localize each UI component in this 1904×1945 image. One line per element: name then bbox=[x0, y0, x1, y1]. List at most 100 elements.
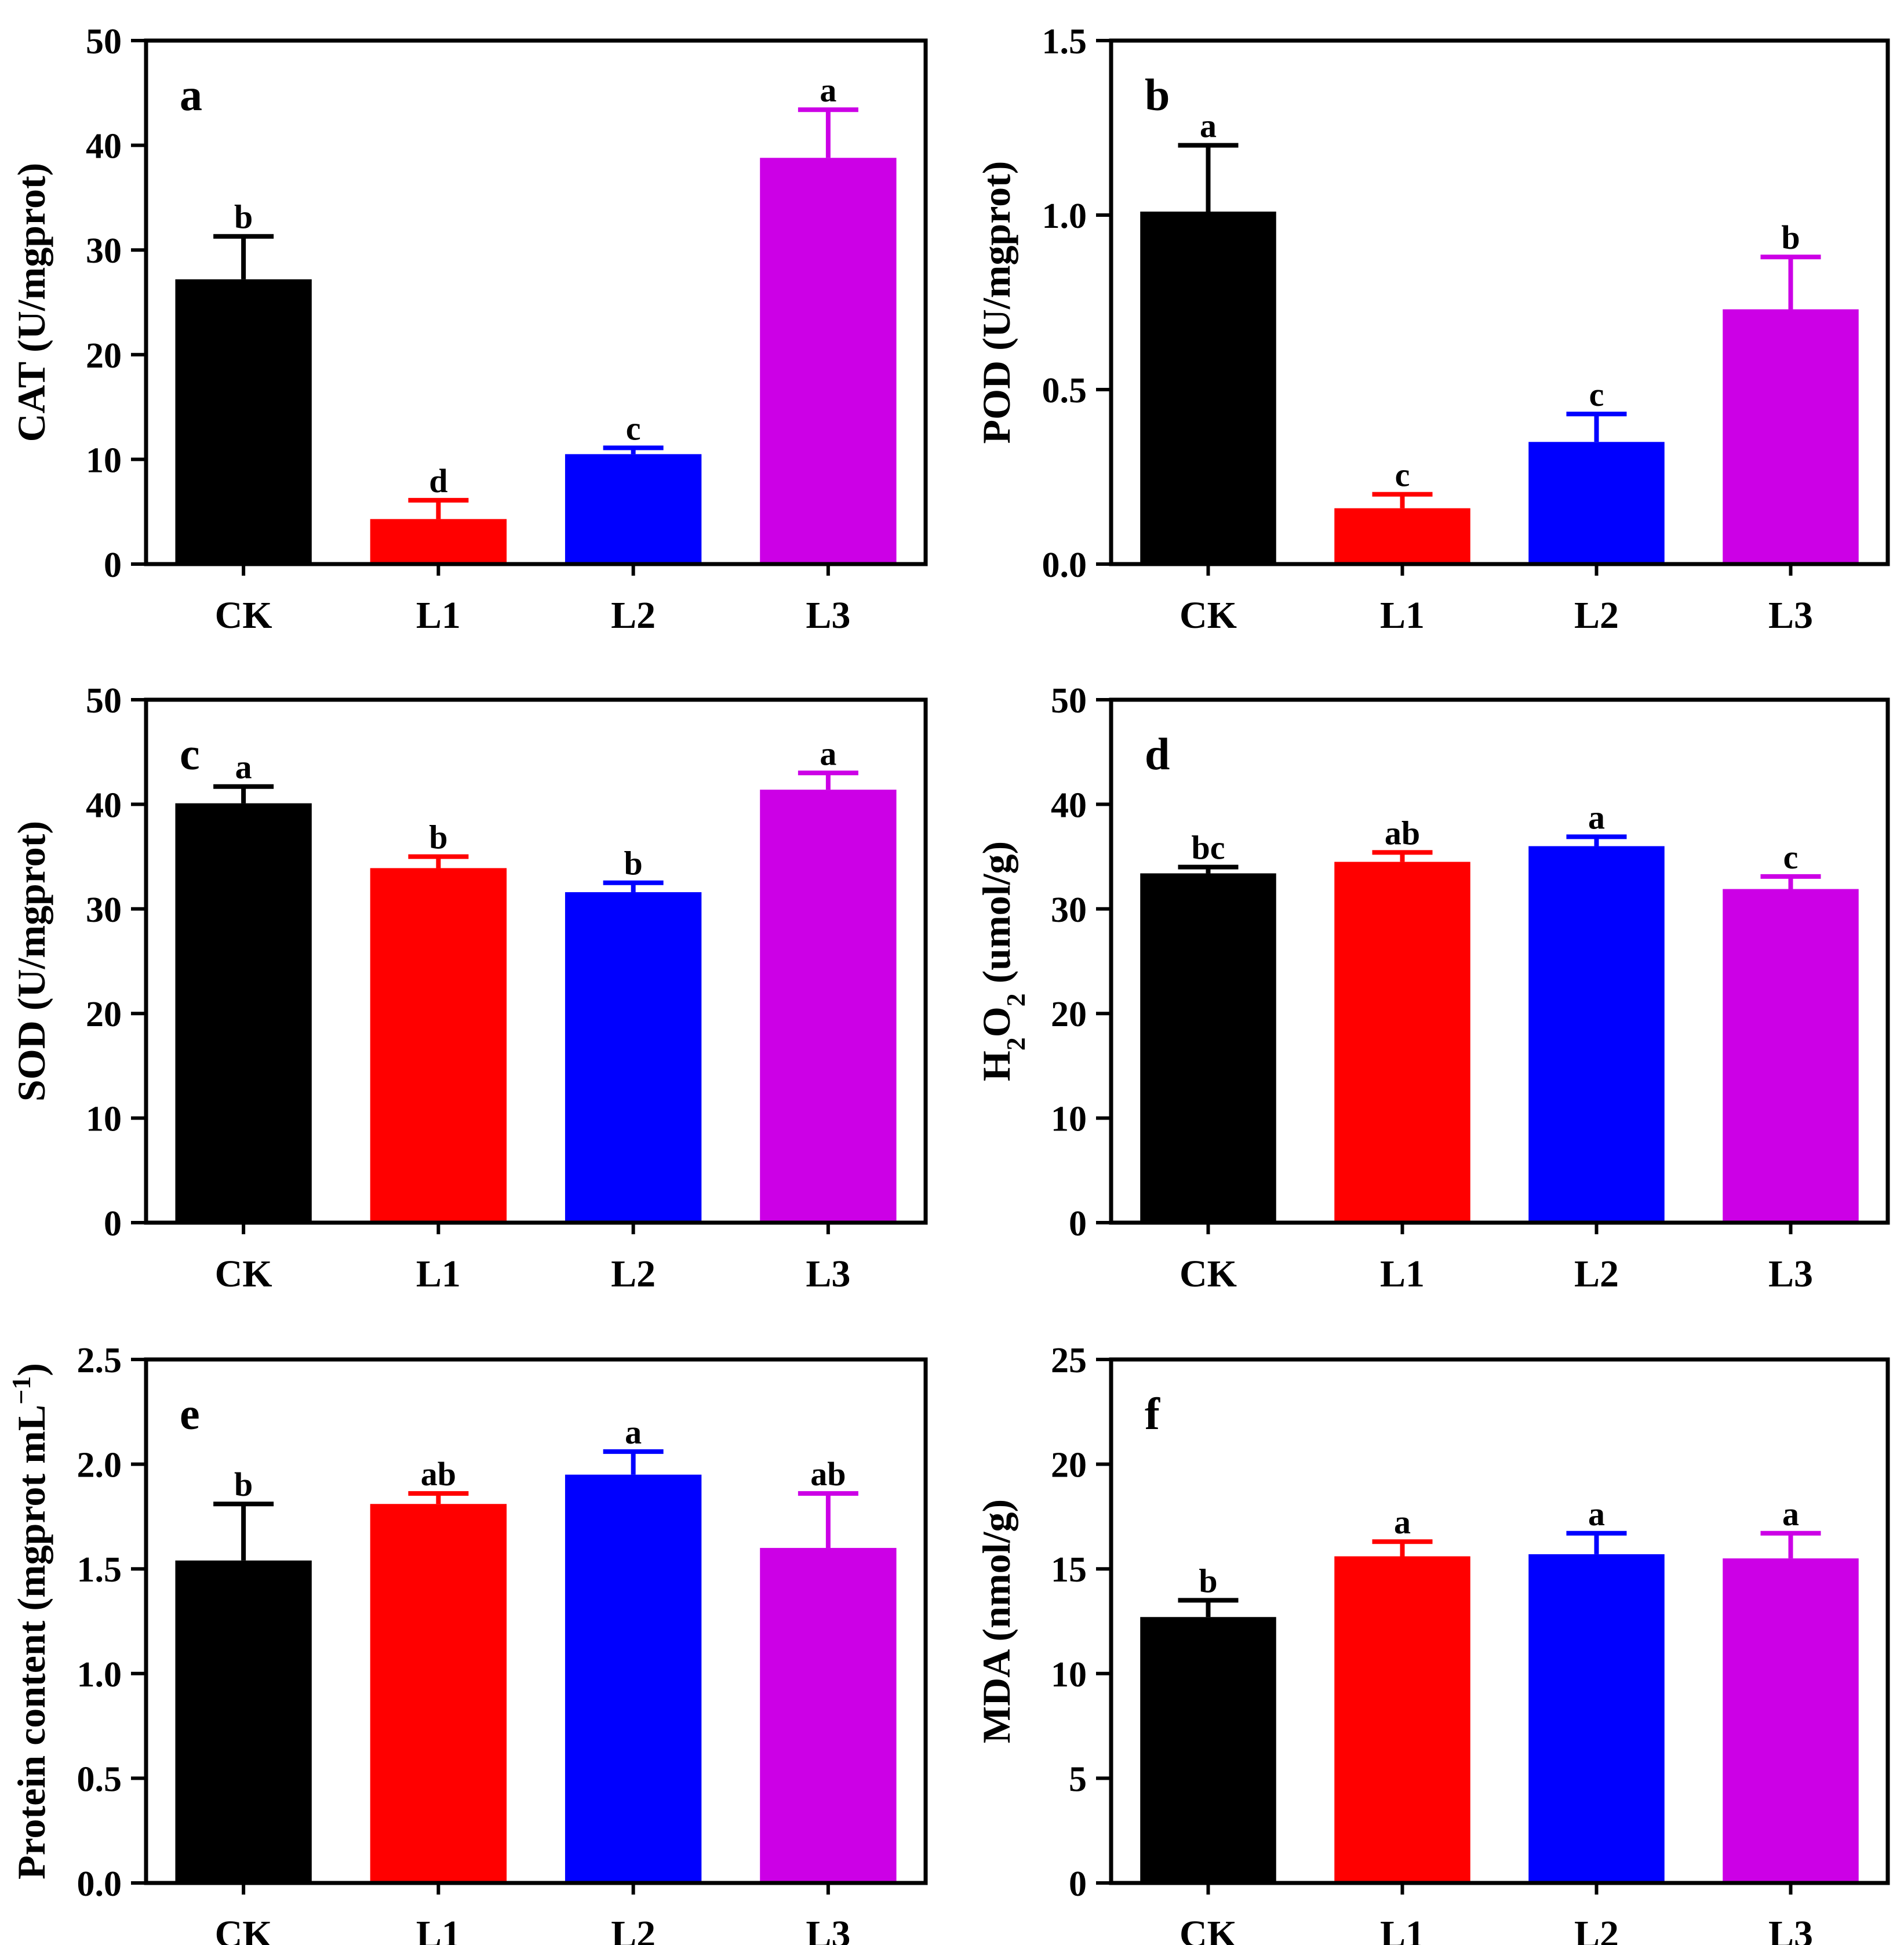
y-tick-label: 30 bbox=[86, 231, 122, 271]
bar-l3 bbox=[760, 1548, 897, 1883]
x-tick-label-l2: L2 bbox=[611, 594, 656, 637]
error-bar-ck bbox=[213, 1502, 274, 1561]
error-bar-l3 bbox=[798, 1491, 858, 1548]
error-bar-ck bbox=[1178, 143, 1239, 212]
panel-label: a bbox=[180, 70, 202, 120]
y-tick-label: 50 bbox=[1051, 681, 1087, 721]
significance-label-l3: c bbox=[1783, 838, 1799, 876]
x-tick-label-l3: L3 bbox=[1768, 594, 1813, 637]
bar-l3 bbox=[1723, 889, 1859, 1223]
x-tick-label-l1: L1 bbox=[416, 1253, 461, 1295]
plot-frame bbox=[144, 38, 928, 566]
x-tick-label-l2: L2 bbox=[1574, 1253, 1619, 1295]
y-tick-label: 40 bbox=[86, 786, 122, 825]
y-tick-label: 2.0 bbox=[77, 1446, 122, 1485]
significance-label-l2: a bbox=[1588, 798, 1605, 836]
y-tick-label: 1.0 bbox=[77, 1655, 122, 1695]
bar-l2 bbox=[565, 1474, 702, 1883]
bar-ck bbox=[175, 1560, 312, 1883]
x-tick-label-ck: CK bbox=[215, 1913, 272, 1945]
y-axis-title: POD (U/mgprot) bbox=[974, 161, 1018, 444]
x-tick-label-ck: CK bbox=[215, 1253, 272, 1295]
y-tick-label: 5 bbox=[1069, 1759, 1087, 1799]
significance-label-l3: a bbox=[1782, 1495, 1799, 1533]
bar-l3 bbox=[1723, 309, 1859, 564]
y-tick-label: 40 bbox=[86, 127, 122, 166]
error-bar-l3 bbox=[1760, 1530, 1821, 1559]
bar-l3 bbox=[760, 158, 897, 565]
error-bar-ck bbox=[1178, 864, 1239, 874]
y-tick-label: 20 bbox=[86, 995, 122, 1034]
error-bar-l1 bbox=[1372, 1539, 1433, 1557]
x-tick-label-ck: CK bbox=[215, 594, 272, 637]
y-axis-title: MDA (nmol/g) bbox=[974, 1499, 1018, 1743]
error-bar-l2 bbox=[603, 445, 664, 455]
x-tick-label-l3: L3 bbox=[1768, 1913, 1813, 1945]
chart-panel-f: b CK a L1 a L2 a L3 0 5 10 15 20 25 f MDA (nmol/g) bbox=[974, 1341, 1890, 1945]
significance-label-ck: b bbox=[234, 1466, 253, 1503]
bar-l2 bbox=[565, 454, 702, 564]
y-tick-label: 20 bbox=[1051, 1446, 1087, 1485]
significance-label-l2: a bbox=[625, 1413, 642, 1451]
x-tick-label-l2: L2 bbox=[611, 1913, 656, 1945]
bar-l2 bbox=[1528, 846, 1665, 1223]
significance-label-l3: a bbox=[820, 71, 836, 109]
x-tick-label-l1: L1 bbox=[1380, 594, 1425, 637]
y-tick-label: 1.0 bbox=[1042, 197, 1087, 236]
panel-label: e bbox=[180, 1388, 200, 1439]
x-tick-label-l1: L1 bbox=[1380, 1253, 1425, 1295]
y-tick-label: 20 bbox=[86, 336, 122, 376]
y-tick-label: 10 bbox=[1051, 1100, 1087, 1139]
plot-frame bbox=[144, 697, 928, 1225]
bar-l2 bbox=[1528, 442, 1665, 564]
y-tick-label: 10 bbox=[1051, 1655, 1087, 1695]
x-tick-label-l2: L2 bbox=[1574, 594, 1619, 637]
significance-label-l1: ab bbox=[421, 1455, 456, 1493]
bar-l3 bbox=[760, 790, 897, 1223]
x-tick-label-l3: L3 bbox=[806, 1253, 850, 1295]
plot-frame bbox=[1109, 697, 1890, 1225]
error-bar-l3 bbox=[798, 770, 858, 790]
y-tick-label: 0.5 bbox=[1042, 371, 1087, 410]
error-bar-l1 bbox=[1372, 850, 1433, 862]
panel-label: b bbox=[1145, 70, 1170, 120]
y-tick-label: 1.5 bbox=[77, 1550, 122, 1590]
significance-label-l1: a bbox=[1394, 1503, 1411, 1541]
significance-label-l2: c bbox=[1589, 376, 1604, 413]
x-tick-label-ck: CK bbox=[1179, 1913, 1237, 1945]
error-bar-l3 bbox=[798, 107, 858, 158]
plot-frame bbox=[1109, 1357, 1890, 1885]
y-tick-label: 0.5 bbox=[77, 1759, 122, 1799]
error-bar-l3 bbox=[1760, 874, 1821, 889]
bar-l1 bbox=[1334, 861, 1470, 1223]
plot-frame bbox=[1109, 38, 1890, 566]
error-bar-l2 bbox=[603, 1449, 664, 1475]
y-tick-label: 25 bbox=[1051, 1341, 1087, 1380]
plot-frame bbox=[144, 1357, 928, 1885]
x-tick-label-ck: CK bbox=[1179, 1253, 1237, 1295]
error-bar-l1 bbox=[1372, 492, 1433, 508]
error-bar-l2 bbox=[603, 880, 664, 892]
y-tick-label: 30 bbox=[86, 890, 122, 930]
y-tick-label: 10 bbox=[86, 1100, 122, 1139]
significance-label-ck: a bbox=[235, 748, 252, 786]
y-axis-title: Protein content (mgprot mL−1) bbox=[6, 1363, 54, 1879]
y-tick-label: 15 bbox=[1051, 1550, 1087, 1590]
significance-label-l3: b bbox=[1781, 219, 1800, 256]
bar-l3 bbox=[1723, 1558, 1859, 1883]
x-tick-label-l1: L1 bbox=[416, 594, 461, 637]
bar-l1 bbox=[370, 868, 507, 1223]
x-tick-label-l3: L3 bbox=[1768, 1253, 1813, 1295]
y-tick-label: 0 bbox=[1069, 1204, 1087, 1244]
chart-panel-a: b CK d L1 c L2 a L3 0 10 20 30 40 50 a CAT (U/mgprot) bbox=[9, 22, 928, 637]
bar-l2 bbox=[565, 892, 702, 1223]
error-bar-ck bbox=[213, 784, 274, 804]
y-tick-label: 0 bbox=[104, 546, 122, 585]
y-tick-label: 0.0 bbox=[77, 1864, 122, 1904]
y-axis-title: SOD (U/mgprot) bbox=[9, 821, 53, 1101]
error-bar-l2 bbox=[1566, 412, 1627, 442]
significance-label-l1: ab bbox=[1385, 814, 1420, 852]
significance-label-ck: b bbox=[1199, 1562, 1217, 1599]
error-bar-ck bbox=[213, 234, 274, 279]
x-tick-label-l2: L2 bbox=[1574, 1913, 1619, 1945]
